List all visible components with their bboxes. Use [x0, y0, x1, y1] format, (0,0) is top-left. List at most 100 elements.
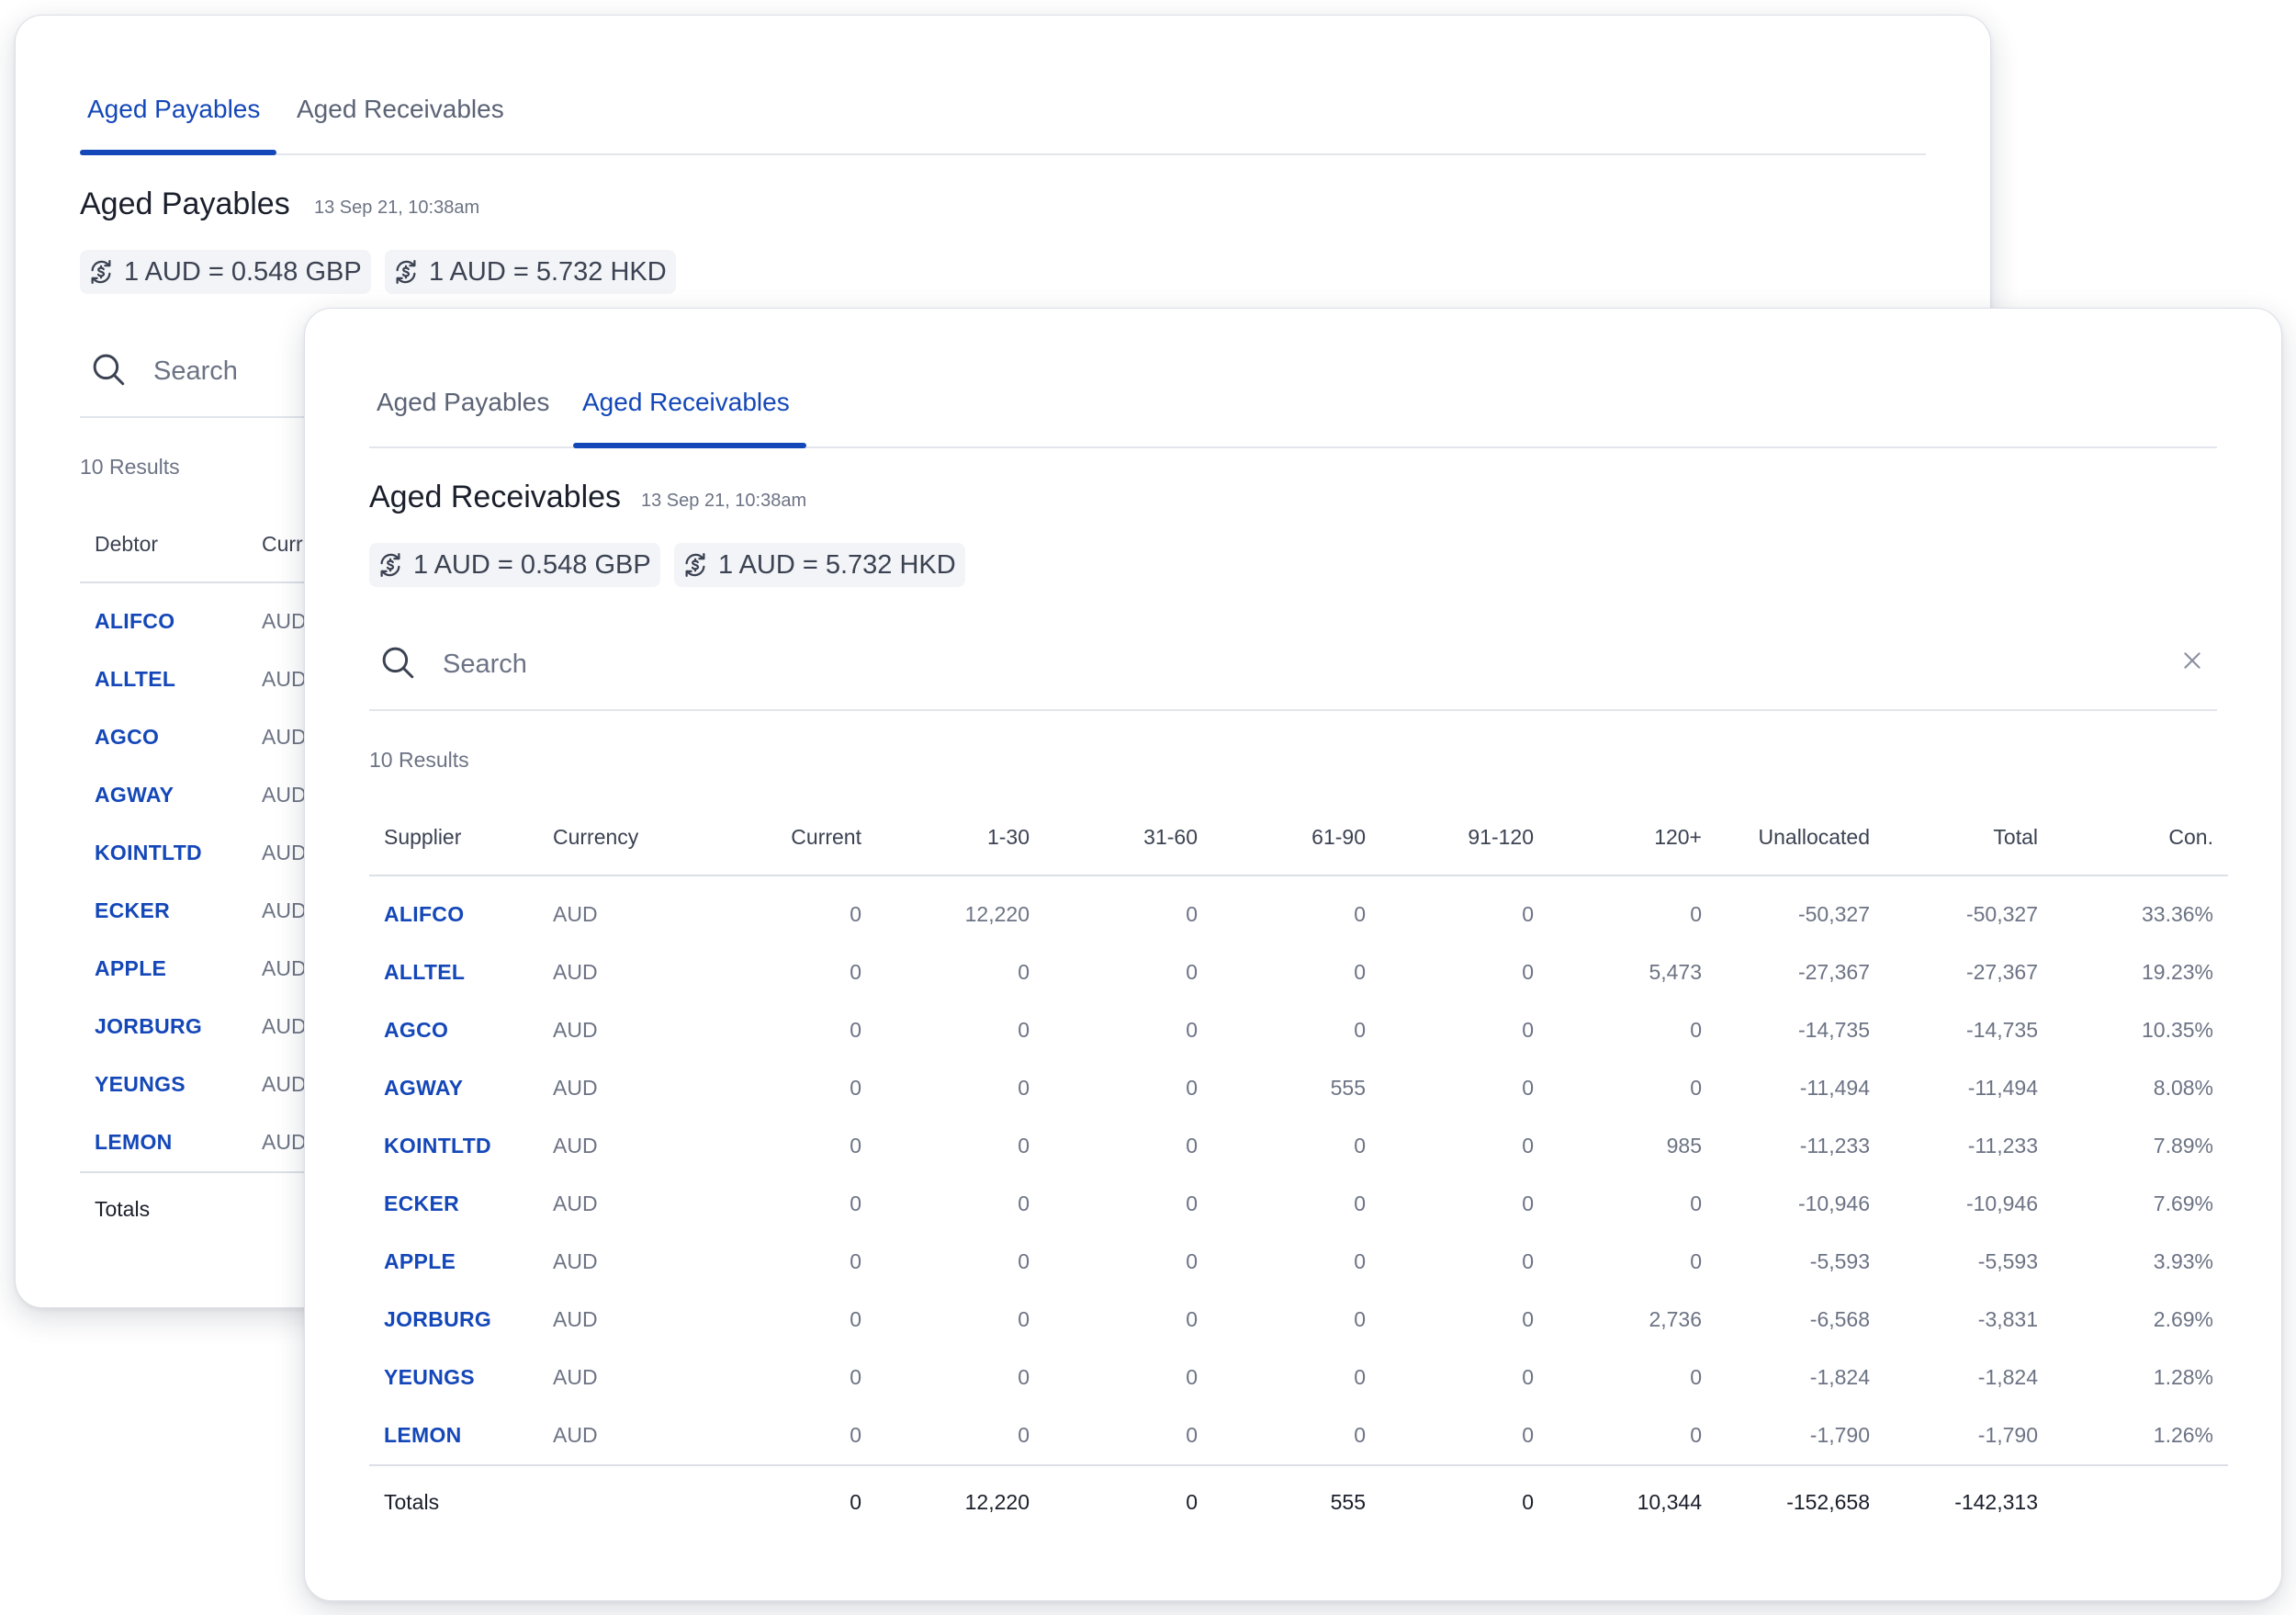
current-cell: 0 — [850, 902, 861, 926]
unallocated-cell: -10,946 — [1797, 1191, 1870, 1215]
column-header-current[interactable]: Current — [707, 799, 876, 876]
debtor-link[interactable]: JORBURG — [95, 1014, 203, 1038]
column-header-61-90[interactable]: 61-90 — [1212, 799, 1380, 876]
con-cell: 7.69% — [2153, 1191, 2213, 1215]
table-row: APPLE AUD 0 0 0 0 0 0 -5,593 -5,593 3.93% — [369, 1233, 2228, 1291]
totals-31-60-cell: 0 — [1044, 1464, 1212, 1538]
tab-aged-payables[interactable]: Aged Payables — [87, 95, 261, 123]
column-header-supplier[interactable]: Supplier — [369, 799, 538, 876]
currency-exchange-icon — [91, 260, 111, 284]
debtor-link[interactable]: ALLTEL — [95, 667, 176, 691]
total-cell: -27,367 — [1965, 960, 2038, 984]
current-cell: 0 — [850, 1018, 861, 1042]
column-header-1-30[interactable]: 1-30 — [876, 799, 1044, 876]
column-header-31-60[interactable]: 31-60 — [1044, 799, 1212, 876]
supplier-link[interactable]: ALIFCO — [384, 902, 465, 926]
total-cell: -1,790 — [1977, 1423, 2038, 1447]
column-header-91-120[interactable]: 91-120 — [1380, 799, 1548, 876]
currency-cell: AUD — [553, 1365, 598, 1389]
column-header-120-plus[interactable]: 120+ — [1548, 799, 1716, 876]
91-120-cell: 0 — [1522, 1249, 1534, 1273]
1-30-cell: 0 — [1018, 1191, 1030, 1215]
unallocated-cell: -1,824 — [1809, 1365, 1870, 1389]
total-cell: -50,327 — [1965, 902, 2038, 926]
exchange-rate-badge-gbp: 1 AUD = 0.548 GBP — [369, 543, 660, 587]
active-tab-indicator — [80, 150, 276, 155]
exchange-rate-badge-hkd: 1 AUD = 5.732 HKD — [674, 543, 965, 587]
supplier-link[interactable]: APPLE — [384, 1249, 456, 1273]
91-120-cell: 0 — [1522, 1423, 1534, 1447]
totals-label: Totals — [80, 1171, 247, 1245]
unallocated-cell: -11,494 — [1799, 1076, 1870, 1100]
tab-aged-payables[interactable]: Aged Payables — [377, 388, 550, 416]
total-cell: -14,735 — [1965, 1018, 2038, 1042]
120-plus-cell: 0 — [1690, 1249, 1702, 1273]
tab-aged-receivables[interactable]: Aged Receivables — [582, 388, 790, 416]
31-60-cell: 0 — [1186, 1018, 1198, 1042]
supplier-link[interactable]: LEMON — [384, 1423, 462, 1447]
column-header-currency[interactable]: Currency — [538, 799, 707, 876]
tab-bar: Aged Payables Aged Receivables — [80, 80, 1926, 155]
supplier-link[interactable]: YEUNGS — [384, 1365, 475, 1389]
totals-unallocated-cell: -152,658 — [1716, 1464, 1885, 1538]
supplier-link[interactable]: AGWAY — [384, 1076, 464, 1100]
120-plus-cell: 0 — [1690, 902, 1702, 926]
31-60-cell: 0 — [1186, 1423, 1198, 1447]
supplier-link[interactable]: JORBURG — [384, 1307, 492, 1331]
debtor-link[interactable]: ECKER — [95, 898, 171, 922]
column-header-con[interactable]: Con. — [2053, 799, 2228, 876]
tab-aged-receivables[interactable]: Aged Receivables — [297, 95, 504, 123]
unallocated-cell: -50,327 — [1797, 902, 1870, 926]
currency-cell: AUD — [262, 898, 307, 922]
debtor-link[interactable]: ALIFCO — [95, 609, 175, 633]
1-30-cell: 0 — [1018, 1423, 1030, 1447]
timestamp: 13 Sep 21, 10:38am — [314, 198, 480, 218]
debtor-link[interactable]: LEMON — [95, 1130, 173, 1154]
total-cell: -11,494 — [1967, 1076, 2038, 1100]
close-icon[interactable] — [2180, 649, 2204, 677]
supplier-link[interactable]: ECKER — [384, 1191, 460, 1215]
totals-empty-cell — [538, 1464, 707, 1538]
debtor-link[interactable]: AGCO — [95, 725, 160, 749]
table-row: LEMON AUD — [80, 1113, 411, 1172]
table-row: AGCO AUD 0 0 0 0 0 0 -14,735 -14,735 10.35% — [369, 1001, 2228, 1059]
31-60-cell: 0 — [1186, 1249, 1198, 1273]
con-cell: 1.28% — [2153, 1365, 2213, 1389]
column-header-unallocated[interactable]: Unallocated — [1716, 799, 1885, 876]
currency-exchange-icon — [396, 260, 416, 284]
search-icon — [378, 643, 417, 686]
page-title: Aged Receivables — [369, 480, 622, 514]
total-cell: -3,831 — [1977, 1307, 2038, 1331]
con-cell: 33.36% — [2141, 902, 2213, 926]
aged-receivables-table: Supplier Currency Current 1-30 31-60 61-90 91-… — [369, 799, 2228, 1538]
tab-bar: Aged Payables Aged Receivables — [369, 373, 2217, 448]
debtor-link[interactable]: AGWAY — [95, 783, 174, 807]
debtor-link[interactable]: YEUNGS — [95, 1072, 186, 1096]
exchange-rate-badge-gbp: 1 AUD = 0.548 GBP — [80, 250, 371, 294]
exchange-rate-text: 1 AUD = 5.732 HKD — [429, 256, 667, 287]
debtor-link[interactable]: APPLE — [95, 956, 167, 980]
table-row: AGWAY AUD — [80, 766, 411, 824]
61-90-cell: 0 — [1354, 1018, 1366, 1042]
supplier-link[interactable]: KOINTLTD — [384, 1134, 491, 1158]
91-120-cell: 0 — [1522, 1076, 1534, 1100]
totals-row: Totals 0 12,220 0 555 0 10,344 -152,658 -142,313 — [369, 1464, 2228, 1538]
debtor-link[interactable]: KOINTLTD — [95, 841, 202, 864]
31-60-cell: 0 — [1186, 1076, 1198, 1100]
con-cell: 10.35% — [2141, 1018, 2213, 1042]
con-cell: 8.08% — [2153, 1076, 2213, 1100]
column-header-debtor[interactable]: Debtor — [80, 506, 247, 583]
table-row: ECKER AUD 0 0 0 0 0 0 -10,946 -10,946 7.69% — [369, 1175, 2228, 1233]
supplier-link[interactable]: AGCO — [384, 1018, 449, 1042]
91-120-cell: 0 — [1522, 960, 1534, 984]
table-row: YEUNGS AUD 0 0 0 0 0 0 -1,824 -1,824 1.28% — [369, 1349, 2228, 1406]
unallocated-cell: -11,233 — [1799, 1134, 1870, 1158]
total-cell: -10,946 — [1965, 1191, 2038, 1215]
supplier-link[interactable]: ALLTEL — [384, 960, 466, 984]
table-row: JORBURG AUD — [80, 998, 411, 1056]
table-row: AGWAY AUD 0 0 0 555 0 0 -11,494 -11,494 8.08% — [369, 1059, 2228, 1117]
column-header-total[interactable]: Total — [1885, 799, 2053, 876]
search-input[interactable] — [441, 638, 2006, 691]
currency-cell: AUD — [262, 841, 307, 864]
con-cell: 19.23% — [2141, 960, 2213, 984]
